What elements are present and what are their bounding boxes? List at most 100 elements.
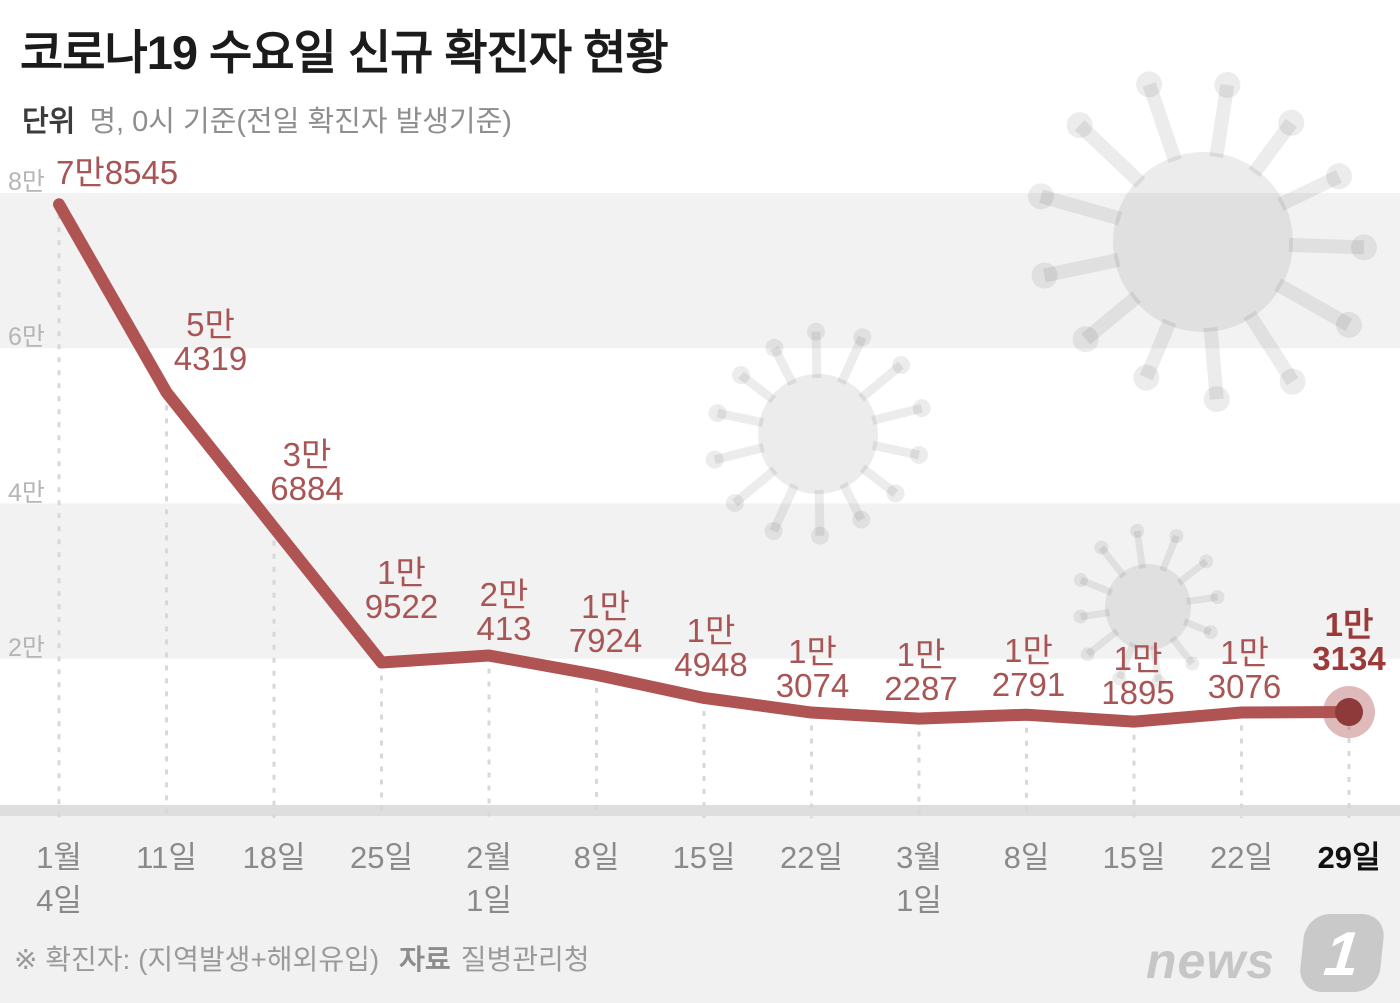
news1-badge-number: 1 xyxy=(1320,920,1363,989)
value-label-line: 413 xyxy=(476,610,532,647)
data-line xyxy=(53,198,1355,728)
footnote-text: ※ 확진자: (지역발생+해외유입) xyxy=(14,944,380,975)
value-label: 1만 2791 xyxy=(992,634,1065,702)
virus-spoke xyxy=(1074,120,1146,188)
baseline-strip xyxy=(0,805,1400,816)
x-tick-label: 15일 xyxy=(672,836,735,879)
value-label-line: 1만 xyxy=(581,588,630,625)
virus-spoke xyxy=(1043,252,1121,283)
x-tick-label: 3월 1일 xyxy=(896,836,942,922)
virus-spoke xyxy=(1098,545,1127,579)
news1-badge: 1 xyxy=(1297,914,1387,992)
virus-spoke xyxy=(1079,576,1114,596)
x-tick-label-line: 8일 xyxy=(573,840,620,875)
virus-spoke xyxy=(770,345,797,387)
value-label-line: 6884 xyxy=(270,470,344,507)
value-label: 7만8545 xyxy=(56,156,178,190)
virus-spoke xyxy=(1150,645,1163,682)
virus-spoke-tip xyxy=(1133,364,1160,391)
value-label-line: 1만 xyxy=(1220,634,1269,671)
x-tick-label-line: 1일 xyxy=(896,883,942,918)
virus-body xyxy=(1113,152,1293,332)
virus-spoke xyxy=(859,464,899,497)
virus-spoke xyxy=(1243,310,1299,386)
virus-spoke-tip xyxy=(1112,671,1127,686)
virus-spoke-tip xyxy=(1203,625,1218,640)
footnote: ※ 확진자: (지역발생+해외유입) 자료 질병관리청 xyxy=(14,938,590,978)
value-label-line: 3074 xyxy=(775,667,850,704)
value-label-line: 3076 xyxy=(1207,668,1282,705)
virus-spoke xyxy=(839,481,866,522)
virus-spoke-tip xyxy=(892,356,911,375)
virus-body xyxy=(1105,564,1191,650)
virus-spoke-tip xyxy=(1278,109,1305,136)
x-tick-label-line: 22일 xyxy=(1209,840,1274,875)
virus-watermark-icon xyxy=(1073,523,1225,689)
virus-spoke xyxy=(1277,170,1343,211)
virus-watermark-icon xyxy=(705,322,931,545)
virus-spoke-tip xyxy=(853,328,872,347)
x-tick-label-line: 25일 xyxy=(349,840,414,875)
virus-spoke xyxy=(1169,635,1196,666)
virus-spoke-tip xyxy=(810,526,829,545)
virus-spoke xyxy=(1203,327,1224,400)
virus-spoke-tip xyxy=(1169,529,1184,544)
virus-spoke xyxy=(769,483,799,533)
chart-subtitle: 단위 명, 0시 기준(전일 확진자 발생기준) xyxy=(22,98,512,140)
virus-spoke xyxy=(1274,278,1353,331)
unit-word: 단위 xyxy=(22,106,76,138)
x-tick-label-line: 11일 xyxy=(136,840,197,875)
value-label: 1만 7924 xyxy=(569,590,642,658)
news1-logo: news 1 xyxy=(1140,908,1390,998)
page-title: 코로나19 수요일 신규 확진자 현황 xyxy=(20,26,669,79)
virus-spoke xyxy=(1116,641,1137,680)
virus-spoke-tip xyxy=(1080,647,1095,662)
virus-spoke xyxy=(871,403,923,425)
virus-spoke xyxy=(837,335,867,385)
virus-spoke xyxy=(738,371,777,404)
value-label-line: 4948 xyxy=(674,646,748,683)
value-label-line: 1만 xyxy=(896,636,946,673)
last-point-marker xyxy=(1335,698,1363,727)
virus-spoke xyxy=(1080,609,1110,621)
virus-spoke xyxy=(871,440,920,460)
value-label-line: 1895 xyxy=(1101,674,1175,711)
value-label: 1만 3074 xyxy=(776,635,849,703)
virus-spoke-tip xyxy=(1350,234,1377,261)
value-label-line: 3만 xyxy=(282,436,332,473)
virus-spoke xyxy=(1139,318,1177,381)
virus-spoke-tip xyxy=(1199,554,1214,569)
value-label-line: 1만 xyxy=(788,633,837,670)
x-tick-label-line: 1월 xyxy=(36,840,82,875)
virus-spoke-tip xyxy=(1031,262,1058,289)
x-tick-label-line: 8일 xyxy=(1003,840,1050,875)
value-label: 1만 4948 xyxy=(674,614,747,682)
x-tick-label: 25일 xyxy=(350,836,413,879)
x-tick-label-line: 22일 xyxy=(779,840,844,875)
x-tick-label: 22일 xyxy=(1210,836,1273,879)
virus-spoke xyxy=(1159,534,1180,573)
virus-spoke xyxy=(1182,618,1212,636)
virus-spoke-tip xyxy=(1185,656,1200,671)
virus-spoke-tip xyxy=(1214,72,1241,99)
virus-spoke-tip xyxy=(806,322,825,341)
y-tick-label: 8만 xyxy=(8,168,45,196)
virus-spoke-tip xyxy=(1066,112,1093,139)
x-tick-label-line: 1일 xyxy=(466,883,512,918)
value-label: 3만 6884 xyxy=(270,438,343,506)
virus-spoke-tip xyxy=(708,404,727,423)
value-label: 1만 3134 xyxy=(1312,608,1385,676)
value-label-line: 7924 xyxy=(568,622,643,659)
x-tick-label: 8일 xyxy=(1004,836,1050,879)
value-label: 1만 1895 xyxy=(1101,642,1174,710)
x-tick-label-line: 15일 xyxy=(1102,840,1166,875)
axis-area-panel xyxy=(0,816,1400,1003)
virus-spoke xyxy=(1039,189,1123,226)
virus-spoke-tip xyxy=(1136,71,1163,98)
virus-spoke-tip xyxy=(1203,386,1230,413)
value-label-line: 2만 xyxy=(479,576,529,613)
virus-spoke-tip xyxy=(1072,326,1099,353)
virus-spoke xyxy=(713,443,765,465)
virus-spoke-tip xyxy=(1073,609,1088,624)
